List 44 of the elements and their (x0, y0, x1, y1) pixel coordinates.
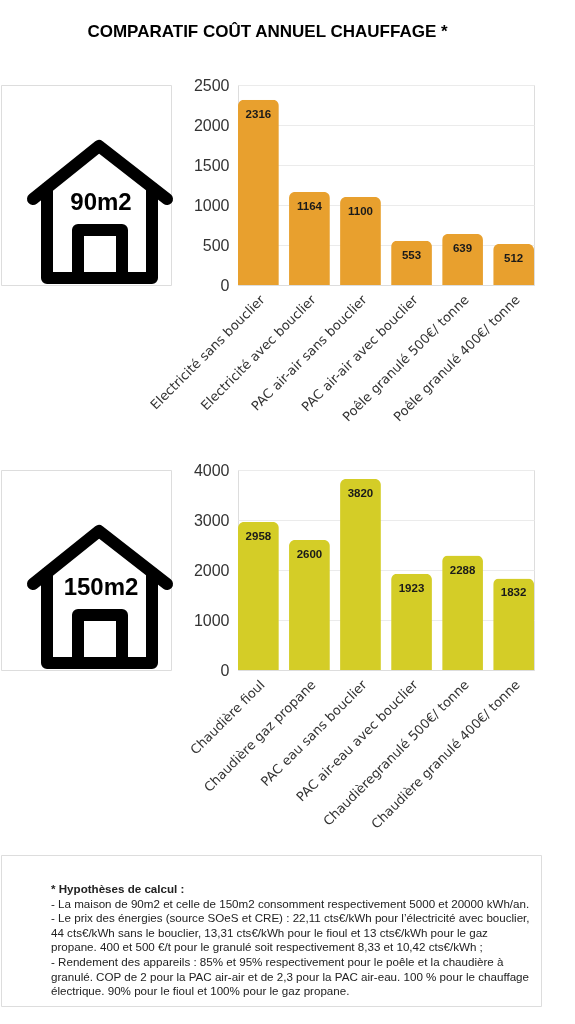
data-label: 1164 (296, 199, 323, 212)
data-label: 2288 (449, 563, 476, 576)
bar (340, 479, 381, 670)
data-label: 2316 (245, 107, 272, 120)
y-tick-label: 2000 (193, 116, 230, 134)
y-tick-label: 500 (202, 236, 230, 254)
data-label: 639 (452, 241, 473, 254)
bar (289, 540, 330, 670)
text: 90m2 (70, 188, 132, 215)
data-label: 2958 (245, 530, 272, 543)
data-label: 2600 (296, 548, 323, 560)
text: * Hypothèses de calcul : (51, 882, 185, 895)
text: électrique. 90% pour le fioul et 100% pour le gaz propane. (51, 984, 350, 998)
bar (493, 244, 534, 285)
text: propane. 400 et 500 €/t pour le granulé soit respectivement 8,33 et 10,42 cts€/kWh ; (51, 940, 483, 954)
data-label: 1100 (348, 205, 373, 217)
y-tick-label: 4000 (193, 461, 230, 479)
y-tick-label: 2500 (193, 76, 230, 94)
text: 150m2 (63, 573, 139, 600)
y-tick-label: 2000 (193, 561, 230, 579)
bar (238, 99, 279, 285)
text: - Le prix des énergies (source SOeS et CRE) : 22,11 cts€/kWh pour l’électricité avec bouclier, (51, 911, 530, 925)
y-tick-label: 1500 (193, 156, 230, 174)
data-label: 553 (401, 248, 422, 261)
bar (238, 522, 279, 670)
y-tick-label: 1000 (193, 611, 230, 629)
y-tick-label: 3000 (193, 511, 230, 529)
data-label: 1832 (500, 586, 527, 599)
y-tick-label: 0 (220, 661, 230, 679)
text: - Rendement des appareils : 85% et 95% respectivement pour le poêle et la chaudière à (51, 955, 504, 968)
data-label: 512 (503, 252, 524, 265)
chart-title: COMPARATIF COÛT ANNUEL CHAUFFAGE * (87, 21, 448, 41)
bar (391, 573, 432, 670)
bar (340, 197, 381, 285)
data-label: 3820 (347, 487, 374, 499)
bar (289, 191, 330, 285)
bar (493, 578, 534, 670)
y-tick-label: 0 (220, 276, 230, 294)
text: - La maison de 90m2 et celle de 150m2 consomment respectivement 5000 et 20000 kWh/an. (51, 896, 530, 910)
bar (442, 555, 483, 670)
text: 44 cts€/kWh sans le bouclier, 13,31 cts€/kWh pour le fioul et 13 cts€/kWh pour le gaz (51, 925, 489, 939)
data-label: 1923 (398, 581, 425, 594)
text: granulé. COP de 2 pour la PAC air-air et de 2,3 pour la PAC air-eau. 100 % pour le chauffage (51, 969, 529, 983)
y-tick-label: 1000 (193, 196, 230, 214)
